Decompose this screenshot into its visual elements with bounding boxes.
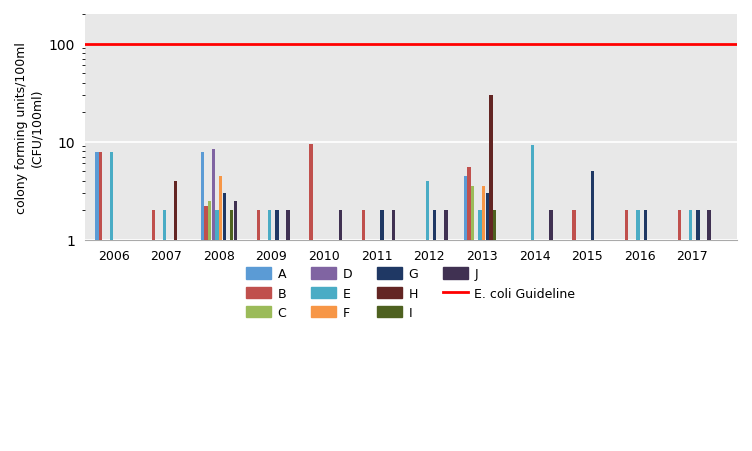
- Bar: [99, 153, 102, 451]
- Bar: [234, 201, 237, 451]
- Bar: [549, 211, 553, 451]
- Bar: [339, 211, 342, 451]
- Bar: [287, 211, 290, 451]
- Bar: [162, 211, 166, 451]
- Bar: [309, 144, 313, 451]
- Bar: [644, 211, 647, 451]
- Bar: [433, 211, 436, 451]
- Bar: [490, 96, 493, 451]
- Bar: [636, 211, 639, 451]
- Bar: [152, 211, 155, 451]
- Bar: [696, 211, 699, 451]
- Bar: [478, 211, 482, 451]
- Bar: [471, 187, 475, 451]
- Bar: [678, 211, 681, 451]
- Bar: [625, 211, 629, 451]
- Bar: [486, 193, 489, 451]
- Bar: [223, 193, 226, 451]
- Bar: [444, 211, 447, 451]
- Bar: [211, 149, 215, 451]
- Bar: [482, 187, 485, 451]
- Bar: [689, 211, 692, 451]
- Legend: A, B, C, D, E, F, G, H, I, J, E. coli Guideline: A, B, C, D, E, F, G, H, I, J, E. coli Gu…: [241, 263, 581, 324]
- Bar: [381, 211, 384, 451]
- Bar: [591, 172, 594, 451]
- Bar: [707, 211, 711, 451]
- Bar: [257, 211, 260, 451]
- Bar: [467, 168, 471, 451]
- Bar: [531, 145, 535, 451]
- Bar: [493, 211, 496, 451]
- Bar: [201, 153, 204, 451]
- Bar: [215, 211, 219, 451]
- Bar: [268, 211, 271, 451]
- Y-axis label: colony forming units/100ml
(CFU/100ml): colony forming units/100ml (CFU/100ml): [15, 42, 43, 213]
- Bar: [426, 181, 429, 451]
- Bar: [230, 211, 233, 451]
- Bar: [275, 211, 279, 451]
- Bar: [572, 211, 576, 451]
- Bar: [463, 176, 467, 451]
- Bar: [110, 153, 114, 451]
- Bar: [96, 153, 99, 451]
- Bar: [362, 211, 365, 451]
- Bar: [392, 211, 395, 451]
- Bar: [208, 201, 211, 451]
- Bar: [174, 181, 177, 451]
- Bar: [219, 176, 223, 451]
- Bar: [205, 207, 208, 451]
